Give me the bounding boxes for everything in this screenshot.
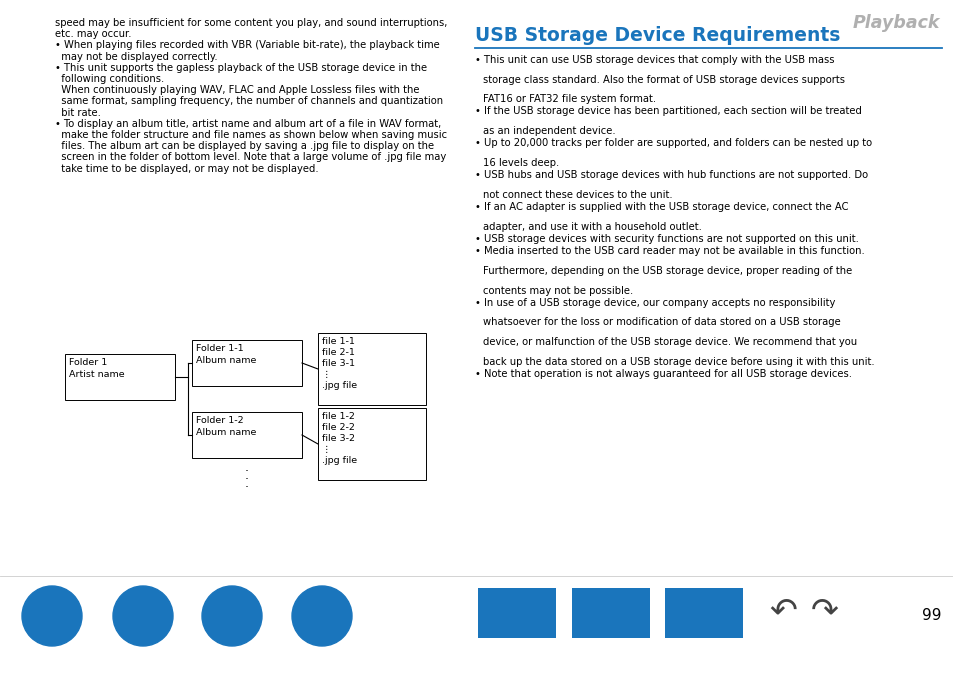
Circle shape xyxy=(202,586,262,646)
Text: • This unit supports the gapless playback of the USB storage device in the: • This unit supports the gapless playbac… xyxy=(55,63,427,73)
Text: ·: · xyxy=(245,473,249,487)
Text: USB Storage Device Requirements: USB Storage Device Requirements xyxy=(475,26,840,45)
Text: file 1-1
file 2-1
file 3-1
⋮
.jpg file: file 1-1 file 2-1 file 3-1 ⋮ .jpg file xyxy=(322,337,356,391)
Text: file 1-2
file 2-2
file 3-2
⋮
.jpg file: file 1-2 file 2-2 file 3-2 ⋮ .jpg file xyxy=(322,412,356,465)
Text: whatsoever for the loss or modification of data stored on a USB storage: whatsoever for the loss or modification … xyxy=(482,318,840,327)
Text: speed may be insufficient for some content you play, and sound interruptions,: speed may be insufficient for some conte… xyxy=(55,18,447,28)
Text: • If the USB storage device has been partitioned, each section will be treated: • If the USB storage device has been par… xyxy=(475,107,861,116)
Text: screen in the folder of bottom level. Note that a large volume of .jpg file may: screen in the folder of bottom level. No… xyxy=(55,152,446,162)
Text: • In use of a USB storage device, our company accepts no responsibility: • In use of a USB storage device, our co… xyxy=(475,298,835,308)
Circle shape xyxy=(112,586,172,646)
Text: same format, sampling frequency, the number of channels and quantization: same format, sampling frequency, the num… xyxy=(55,97,442,106)
Text: Folder 1-2
Album name: Folder 1-2 Album name xyxy=(195,416,256,437)
Text: • If an AC adapter is supplied with the USB storage device, connect the AC: • If an AC adapter is supplied with the … xyxy=(475,202,847,212)
Text: • When playing files recorded with VBR (Variable bit-rate), the playback time: • When playing files recorded with VBR (… xyxy=(55,41,439,51)
Bar xyxy=(65,354,174,400)
Text: FAT16 or FAT32 file system format.: FAT16 or FAT32 file system format. xyxy=(482,94,656,104)
Text: • Note that operation is not always guaranteed for all USB storage devices.: • Note that operation is not always guar… xyxy=(475,369,851,379)
Bar xyxy=(192,340,302,386)
Text: • This unit can use USB storage devices that comply with the USB mass: • This unit can use USB storage devices … xyxy=(475,55,834,65)
Text: Folder 1
Artist name: Folder 1 Artist name xyxy=(69,358,125,379)
Text: take time to be displayed, or may not be displayed.: take time to be displayed, or may not be… xyxy=(55,164,318,174)
Text: • USB storage devices with security functions are not supported on this unit.: • USB storage devices with security func… xyxy=(475,234,858,244)
Text: make the folder structure and file names as shown below when saving music: make the folder structure and file names… xyxy=(55,130,447,140)
Text: • Media inserted to the USB card reader may not be available in this function.: • Media inserted to the USB card reader … xyxy=(475,246,863,256)
Bar xyxy=(572,588,649,638)
Bar xyxy=(192,412,302,458)
Text: ·: · xyxy=(245,466,249,479)
Text: back up the data stored on a USB storage device before using it with this unit.: back up the data stored on a USB storage… xyxy=(482,357,874,366)
Text: • USB hubs and USB storage devices with hub functions are not supported. Do: • USB hubs and USB storage devices with … xyxy=(475,170,867,180)
Text: following conditions.: following conditions. xyxy=(55,74,164,84)
Text: • To display an album title, artist name and album art of a file in WAV format,: • To display an album title, artist name… xyxy=(55,119,441,129)
Text: ↶: ↶ xyxy=(768,594,796,627)
Text: Playback: Playback xyxy=(852,14,939,32)
Text: 16 levels deep.: 16 levels deep. xyxy=(482,158,558,168)
Text: Folder 1-1
Album name: Folder 1-1 Album name xyxy=(195,344,256,365)
Text: storage class standard. Also the format of USB storage devices supports: storage class standard. Also the format … xyxy=(482,74,844,84)
Circle shape xyxy=(292,586,352,646)
Text: files. The album art can be displayed by saving a .jpg file to display on the: files. The album art can be displayed by… xyxy=(55,141,434,151)
Text: • Up to 20,000 tracks per folder are supported, and folders can be nested up to: • Up to 20,000 tracks per folder are sup… xyxy=(475,139,871,149)
Text: etc. may occur.: etc. may occur. xyxy=(55,29,132,39)
Circle shape xyxy=(22,586,82,646)
Bar xyxy=(664,588,742,638)
Bar xyxy=(477,588,556,638)
Text: as an independent device.: as an independent device. xyxy=(482,126,615,136)
Bar xyxy=(317,408,426,480)
Text: not connect these devices to the unit.: not connect these devices to the unit. xyxy=(482,190,672,200)
Bar xyxy=(317,333,426,405)
Text: may not be displayed correctly.: may not be displayed correctly. xyxy=(55,51,217,62)
Text: ·: · xyxy=(245,481,249,495)
Text: Furthermore, depending on the USB storage device, proper reading of the: Furthermore, depending on the USB storag… xyxy=(482,266,851,276)
Text: adapter, and use it with a household outlet.: adapter, and use it with a household out… xyxy=(482,222,701,232)
Text: bit rate.: bit rate. xyxy=(55,107,101,118)
Text: ↷: ↷ xyxy=(810,594,838,627)
Text: When continuously playing WAV, FLAC and Apple Lossless files with the: When continuously playing WAV, FLAC and … xyxy=(55,85,419,95)
Text: contents may not be possible.: contents may not be possible. xyxy=(482,285,633,295)
Text: 99: 99 xyxy=(922,608,941,623)
Text: device, or malfunction of the USB storage device. We recommend that you: device, or malfunction of the USB storag… xyxy=(482,337,856,347)
